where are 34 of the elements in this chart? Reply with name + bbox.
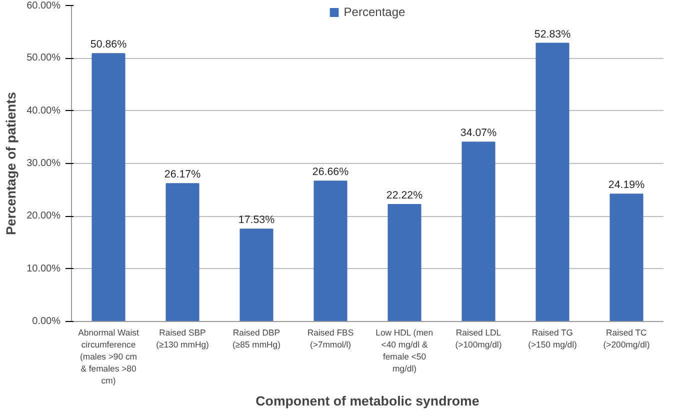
- bar: [240, 228, 274, 322]
- data-label: 26.17%: [164, 168, 202, 181]
- data-label: 34.07%: [460, 127, 498, 140]
- x-axis-title: Component of metabolic syndrome: [256, 394, 480, 408]
- bar: [166, 183, 200, 322]
- y-tick-label: 10.00%: [26, 263, 61, 274]
- x-tick-label: Low HDL (men <40 mg/dl & female <50 mg/dl): [376, 328, 434, 374]
- x-tick-label: Raised FBS (>7mmol/l): [307, 328, 354, 350]
- y-tick-label: 30.00%: [26, 158, 61, 169]
- data-label: 26.66%: [312, 166, 350, 178]
- y-tick-label: 50.00%: [26, 52, 61, 64]
- bar: [610, 194, 644, 322]
- data-label: 52.83%: [534, 28, 572, 40]
- bar: [536, 42, 570, 322]
- y-tick-label: 40.00%: [26, 105, 61, 116]
- bar: [462, 142, 496, 322]
- bar: [388, 204, 422, 322]
- x-tick-label: Raised LDL (>100mg/dl): [455, 328, 502, 350]
- y-tick-label: 20.00%: [26, 210, 61, 222]
- data-label: 17.53%: [238, 214, 276, 226]
- data-label: 24.19%: [608, 179, 646, 192]
- x-tick-label: Abnormal Waist circumference (males >90 cm & females >80 cm): [78, 328, 140, 386]
- x-tick-label: Raised TG (>150 mg/dl): [528, 328, 578, 350]
- x-tick-label: Raised SBP (≥130 mmHg): [156, 328, 210, 350]
- y-tick-label: 60.00%: [26, 0, 61, 12]
- data-label: 50.86%: [90, 38, 128, 51]
- bar: [314, 180, 348, 322]
- x-tick-label: Raised DBP (≥85 mmHg): [232, 328, 281, 350]
- y-tick-label: 0.00%: [32, 316, 61, 327]
- legend-label: Percentage: [344, 5, 406, 19]
- bar: [92, 53, 126, 322]
- data-label: 22.22%: [386, 189, 424, 202]
- y-axis-title: Percentage of patients: [4, 92, 19, 235]
- x-tick-label: Raised TC (>200mg/dl): [603, 328, 650, 350]
